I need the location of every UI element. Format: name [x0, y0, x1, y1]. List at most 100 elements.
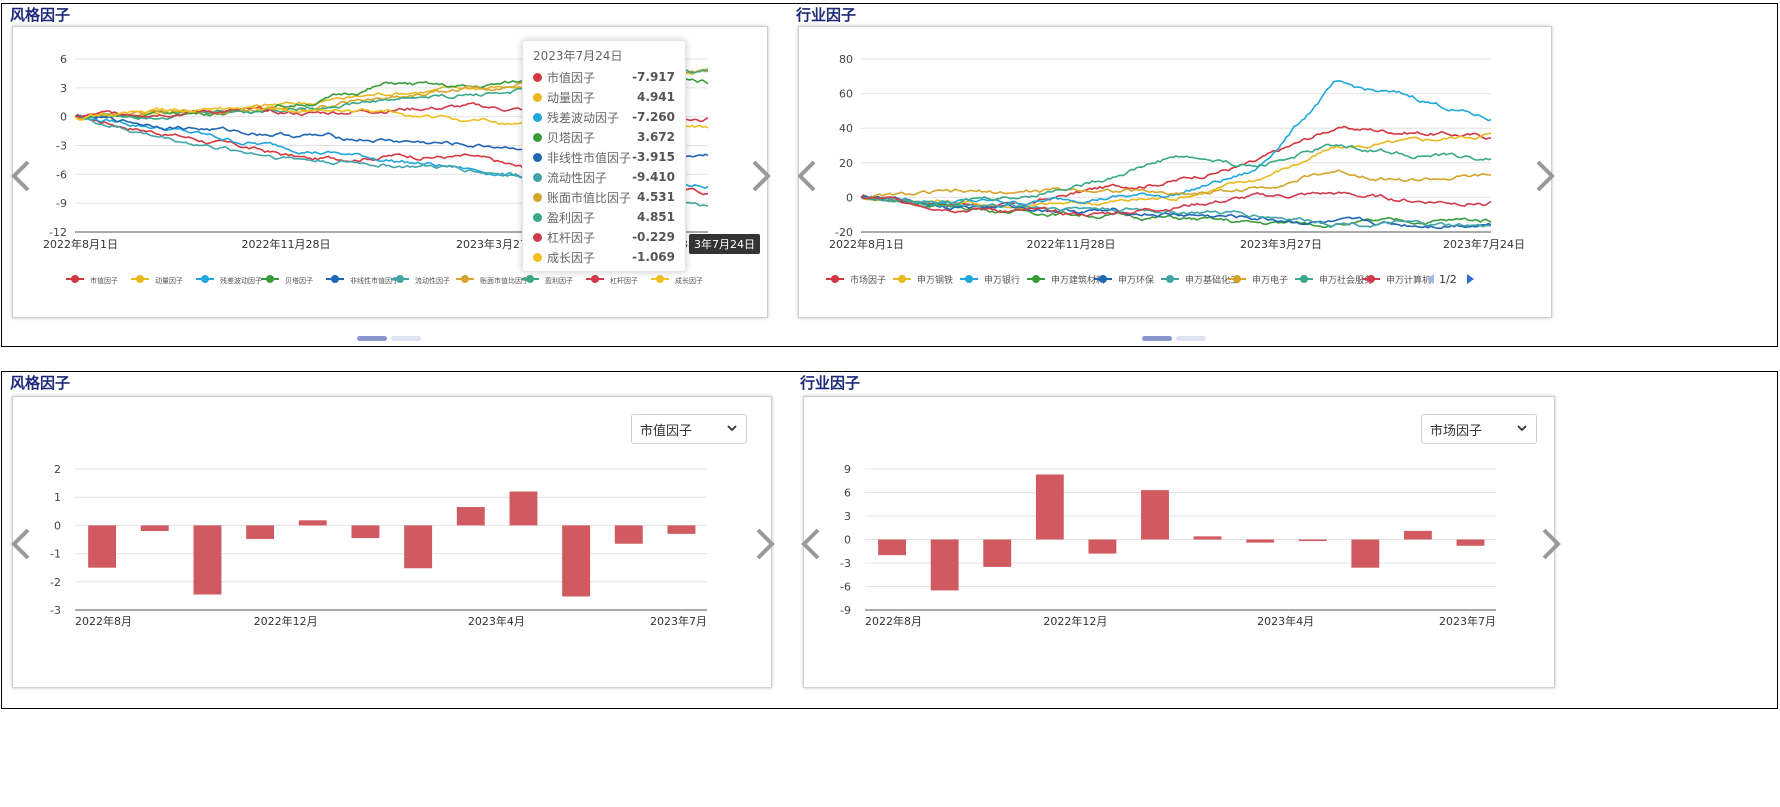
bar-2023-06 — [614, 525, 643, 544]
legend-marker — [266, 275, 274, 283]
carousel-dot[interactable] — [391, 336, 421, 341]
factor-select[interactable]: 市值因子 — [631, 414, 747, 444]
bar-2022-09 — [930, 539, 959, 591]
chevron-left-icon — [11, 528, 30, 560]
y-tick-label: -12 — [49, 226, 67, 239]
carousel-next-button[interactable] — [1538, 524, 1564, 564]
y-tick-label: 1 — [54, 491, 61, 504]
carousel-next-button[interactable] — [748, 156, 774, 196]
tooltip-marker — [533, 192, 542, 202]
bar-2023-05 — [1351, 539, 1380, 568]
carousel-prev-button[interactable] — [8, 156, 34, 196]
tooltip-row: 残差波动因子 -7.260 — [533, 107, 675, 127]
bar-2022-10 — [983, 539, 1012, 567]
legend-marker — [396, 275, 404, 283]
tooltip-row: 杠杆因子 -0.229 — [533, 227, 675, 247]
series-line-市场因子 — [860, 125, 1492, 209]
tooltip-marker — [533, 92, 542, 102]
industry-factor-bar-chart[interactable]: 9 6 3 0 -3 -6 -9 2022年8月 2022年12月 2023年4月 2023年7月 — [804, 397, 1556, 689]
legend-label: 申万社会服务 — [1319, 274, 1373, 286]
legend-label: 申万钢铁 — [917, 274, 953, 286]
style-factor-title: 风格因子 — [10, 374, 71, 392]
tooltip-marker — [533, 212, 542, 222]
tooltip-series-name: 动量因子 — [547, 90, 596, 105]
tooltip-series-value: -7.917 — [632, 70, 675, 84]
tooltip-marker — [533, 232, 542, 242]
legend-marker — [1367, 275, 1375, 283]
legend-prev-icon — [1427, 274, 1434, 284]
tooltip-row: 成长因子 -1.069 — [533, 247, 675, 267]
carousel-prev-button[interactable] — [794, 156, 820, 196]
chevron-left-icon — [797, 160, 816, 192]
chevron-left-icon — [11, 160, 30, 192]
top-section: 风格因子 行业因子 6 3 0 -3 -6 -9 -12 2022年8月1日 2022年11月2… — [1, 3, 1778, 347]
legend-label: 盈利因子 — [545, 276, 573, 285]
tooltip-row: 市值因子 -7.917 — [533, 67, 675, 87]
chevron-right-icon — [756, 528, 775, 560]
tooltip-series-name: 杠杆因子 — [547, 230, 596, 245]
tooltip-series-name: 流动性因子 — [547, 170, 608, 185]
carousel-prev-button[interactable] — [798, 524, 824, 564]
carousel-next-button[interactable] — [1532, 156, 1558, 196]
tooltip-series-value: -9.410 — [632, 170, 675, 184]
legend-label: 非线性市值因子 — [350, 276, 399, 285]
y-tick-label: 20 — [839, 157, 853, 170]
y-tick-label: -6 — [840, 581, 851, 594]
legend-label: 动量因子 — [155, 276, 183, 285]
tooltip-series-name: 盈利因子 — [547, 210, 596, 225]
y-tick-label: -20 — [835, 226, 853, 239]
y-tick-label: 0 — [846, 191, 853, 204]
legend-label: 申万计算机 — [1386, 274, 1431, 286]
y-tick-label: 6 — [60, 53, 67, 66]
style-factor-bar-chart[interactable]: 2 1 0 -1 -2 -3 2022年8月 2022年12月 2023年4月 2023年7月 — [13, 397, 773, 689]
y-tick-label: 60 — [839, 88, 853, 101]
tooltip-marker — [533, 112, 542, 122]
carousel-dot[interactable] — [1176, 336, 1206, 341]
x-tick-label: 2023年3月27日 — [1240, 237, 1322, 251]
y-tick-label: 2 — [54, 463, 61, 476]
y-tick-label: -9 — [840, 604, 851, 617]
y-tick-label: 0 — [844, 534, 851, 547]
series-line-申万电子 — [860, 169, 1492, 201]
bar-2023-07 — [667, 525, 696, 534]
y-tick-label: 0 — [60, 111, 67, 124]
tooltip-series-name: 账面市值比因子 — [547, 190, 632, 205]
y-tick-label: 9 — [844, 463, 851, 476]
legend-marker — [1032, 275, 1040, 283]
legend-label: 流动性因子 — [415, 276, 450, 285]
tooltip-row: 贝塔因子 3.672 — [533, 127, 675, 147]
factor-select[interactable]: 市场因子 — [1421, 414, 1537, 444]
x-tick-label: 2023年7月24日 — [1443, 237, 1525, 251]
chart-tooltip: 2023年7月24日 市值因子 -7.917 动量因子 4.941 残差波动因子 -7.2… — [522, 40, 686, 272]
bar-2022-08 — [88, 525, 117, 568]
carousel-dot[interactable] — [357, 336, 387, 341]
series-line-申万银行 — [860, 79, 1492, 206]
legend-page-indicator: 1/2 — [1439, 273, 1457, 286]
y-tick-label: 0 — [54, 519, 61, 532]
tooltip-date: 2023年7月24日 — [533, 49, 623, 63]
tooltip-row: 流动性因子 -9.410 — [533, 167, 675, 187]
bar-2022-12 — [1088, 539, 1117, 554]
legend-marker — [591, 275, 599, 283]
bar-2022-08 — [878, 539, 907, 556]
x-tick-label: 2022年11月28日 — [242, 237, 331, 251]
y-tick-label: -6 — [56, 168, 67, 181]
tooltip-series-value: 3.672 — [637, 130, 675, 144]
tooltip-series-name: 非线性市值因子 — [547, 150, 632, 165]
series-line-申万基础化工 — [860, 196, 1492, 228]
legend-marker — [831, 275, 839, 283]
carousel-next-button[interactable] — [752, 524, 778, 564]
bottom-section: 风格因子 行业因子 2 1 0 -1 -2 -3 2022年8月 2022年12月 2023年4… — [1, 371, 1778, 709]
x-tick-label: 2022年8月 — [75, 614, 132, 628]
tooltip-row: 动量因子 4.941 — [533, 87, 675, 107]
legend-marker — [526, 275, 534, 283]
carousel-prev-button[interactable] — [8, 524, 34, 564]
bar-2022-12 — [298, 520, 327, 526]
tooltip-marker — [533, 152, 542, 162]
axis-pointer-label: 3年7月24日 — [689, 234, 760, 254]
x-tick-label: 2022年8月1日 — [43, 237, 118, 251]
carousel-dot[interactable] — [1142, 336, 1172, 341]
tooltip-series-value: -1.069 — [632, 250, 675, 264]
